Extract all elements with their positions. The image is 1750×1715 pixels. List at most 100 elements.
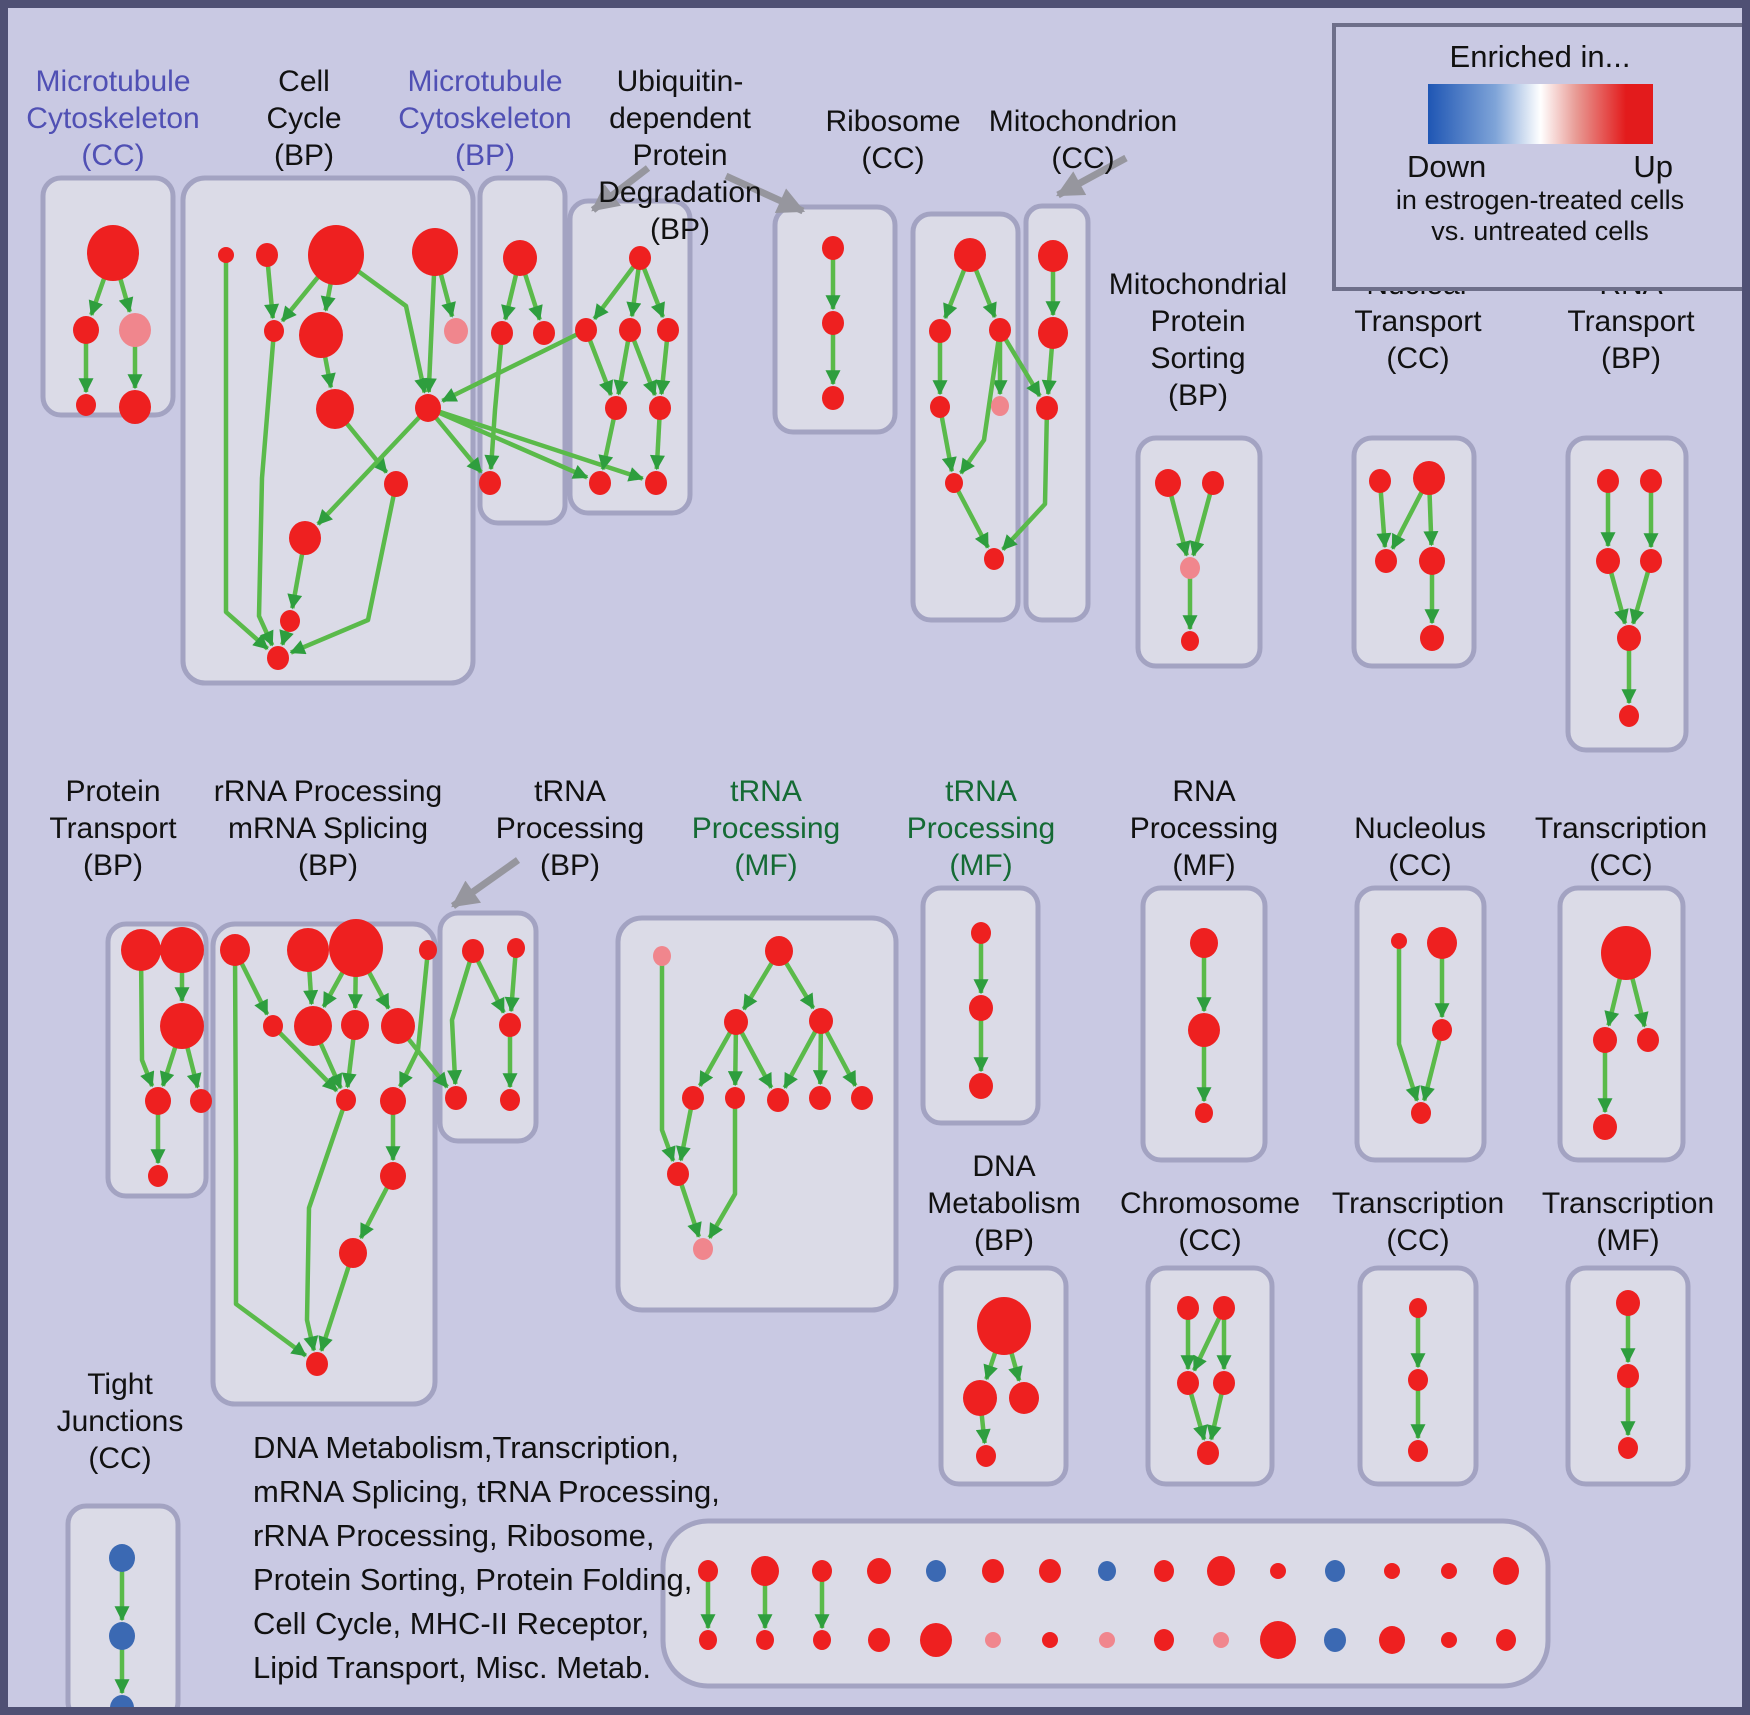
edge-NU1-NU4 xyxy=(1396,941,1421,1102)
misc-cluster-annotation: DNA Metabolism,Transcription, mRNA Splic… xyxy=(253,1430,720,1685)
edge-B10-B13 xyxy=(289,483,399,655)
go-term-node-BT4 xyxy=(926,1560,946,1582)
go-term-node-BB1 xyxy=(756,1630,774,1650)
go-term-node-B1 xyxy=(218,247,234,263)
go-term-node-M8 xyxy=(809,1086,831,1110)
go-term-node-DM4 xyxy=(976,1445,996,1467)
go-term-node-BB3 xyxy=(868,1628,890,1652)
go-term-node-BB9 xyxy=(1213,1632,1229,1648)
go-term-node-DM2 xyxy=(963,1380,997,1416)
go-term-node-L8 xyxy=(381,1008,415,1044)
go-term-node-BT8 xyxy=(1154,1560,1174,1582)
go-term-node-L5 xyxy=(263,1015,283,1037)
go-term-node-B7 xyxy=(444,318,468,344)
go-term-node-A4 xyxy=(76,394,96,416)
box-nucleolus xyxy=(1354,885,1487,1163)
legend-endpoints: Down Up xyxy=(1407,149,1673,185)
go-term-node-E3 xyxy=(822,386,844,410)
cluster-label-rna-processing-mf: RNA Processing (MF) xyxy=(1129,775,1279,882)
go-term-node-I4 xyxy=(1419,547,1445,575)
go-term-node-BT9 xyxy=(1207,1556,1235,1586)
go-term-node-H3 xyxy=(1180,557,1200,579)
cluster-label-ubiquitin: Ubiquitin- dependent Protein Degradation… xyxy=(598,65,762,246)
edge-C2-C4 xyxy=(484,332,505,471)
go-term-node-RP2 xyxy=(1188,1013,1220,1047)
go-term-node-M7 xyxy=(767,1088,789,1112)
box-microtubule-bp xyxy=(477,175,568,526)
go-term-node-L11 xyxy=(380,1162,406,1190)
cluster-label-tight-junctions: Tight Junctions (CC) xyxy=(56,1368,184,1475)
go-term-node-K6 xyxy=(148,1165,168,1187)
go-term-node-A3 xyxy=(119,313,151,347)
go-term-node-L13 xyxy=(306,1352,328,1376)
box-transcription-cc-mid xyxy=(1557,885,1686,1163)
edge-D1-D2 xyxy=(592,256,642,321)
go-term-node-J3 xyxy=(1596,548,1620,574)
go-term-node-C3 xyxy=(533,321,555,345)
cluster-label-microtubule-cc: Microtubule Cytoskeleton (CC) xyxy=(26,65,200,172)
edge-M6-M11 xyxy=(707,1098,738,1239)
go-term-node-G2 xyxy=(1038,317,1068,349)
cluster-label-mitochondrion: Mitochondrion (CC) xyxy=(988,105,1178,175)
label-pointer-arrow-ubiquitin-left xyxy=(590,165,651,213)
color-legend: Enriched in... Down Up in estrogen-treat… xyxy=(1332,23,1742,291)
go-term-node-CH3 xyxy=(1177,1371,1199,1395)
box-dna-metabolism xyxy=(938,1265,1069,1487)
edge-F6-F7 xyxy=(952,481,990,549)
go-term-node-DM3 xyxy=(1009,1382,1039,1414)
go-term-node-BT10 xyxy=(1270,1563,1286,1579)
go-term-node-BB0 xyxy=(699,1630,717,1650)
box-nuclear-transport xyxy=(1351,435,1477,669)
label-pointer-arrow-ubiquitin-right xyxy=(724,172,806,215)
go-term-node-G3 xyxy=(1036,396,1058,420)
go-term-node-M9 xyxy=(851,1086,873,1110)
go-term-node-L4 xyxy=(419,940,437,960)
edge-L5-L9 xyxy=(271,1024,339,1093)
go-term-node-BT14 xyxy=(1493,1557,1519,1585)
go-term-node-TJ2 xyxy=(109,1622,135,1650)
go-term-node-K3 xyxy=(160,1003,204,1049)
box-mito-protein-sorting xyxy=(1135,435,1263,669)
go-term-node-L6 xyxy=(294,1006,332,1046)
edge-F3-F6 xyxy=(959,329,1003,475)
go-term-node-F5 xyxy=(991,396,1009,416)
go-term-node-D7 xyxy=(589,471,611,495)
edge-T1-T3 xyxy=(447,950,476,1086)
edge-F3-G3 xyxy=(998,328,1042,398)
go-term-node-BT0 xyxy=(698,1560,718,1582)
go-term-node-C2 xyxy=(491,321,513,345)
go-term-node-BB7 xyxy=(1099,1632,1115,1648)
edge-G3-F7 xyxy=(1001,407,1050,551)
go-term-node-L10 xyxy=(380,1087,406,1115)
edge-L12-L13 xyxy=(318,1252,356,1352)
go-term-node-F6 xyxy=(945,473,963,493)
go-term-node-K4 xyxy=(145,1087,171,1115)
go-term-node-TR1 xyxy=(1601,926,1651,980)
go-term-node-L9 xyxy=(336,1089,356,1111)
go-term-node-BB14 xyxy=(1496,1629,1516,1651)
go-term-node-F1 xyxy=(954,238,986,272)
edge-L9-L13 xyxy=(303,1099,349,1352)
go-term-node-A5 xyxy=(119,390,151,424)
edge-D2-B9 xyxy=(441,327,587,403)
cluster-label-trna-bp: tRNA Processing (BP) xyxy=(495,775,645,882)
go-term-node-CH5 xyxy=(1197,1441,1219,1465)
go-term-node-B12 xyxy=(280,610,300,632)
go-term-node-TM2 xyxy=(1617,1364,1639,1388)
go-term-node-I1 xyxy=(1369,469,1391,493)
cluster-label-trna-mf-1: tRNA Processing (MF) xyxy=(691,775,841,882)
go-term-node-BB8 xyxy=(1154,1629,1174,1651)
go-term-node-F2 xyxy=(929,319,951,343)
go-term-node-BT11 xyxy=(1325,1560,1345,1582)
go-term-node-D6 xyxy=(649,396,671,420)
go-term-node-M2 xyxy=(765,936,793,966)
go-term-node-J2 xyxy=(1640,469,1662,493)
go-term-node-I2 xyxy=(1413,461,1445,495)
cluster-label-rrna-mrna: rRNA Processing mRNA Splicing (BP) xyxy=(213,775,443,882)
edge-B9-B11 xyxy=(316,406,430,526)
go-term-node-BT1 xyxy=(751,1556,779,1586)
go-term-node-J6 xyxy=(1619,705,1639,727)
go-term-node-NU1 xyxy=(1391,933,1407,949)
go-term-node-CH2 xyxy=(1213,1296,1235,1320)
